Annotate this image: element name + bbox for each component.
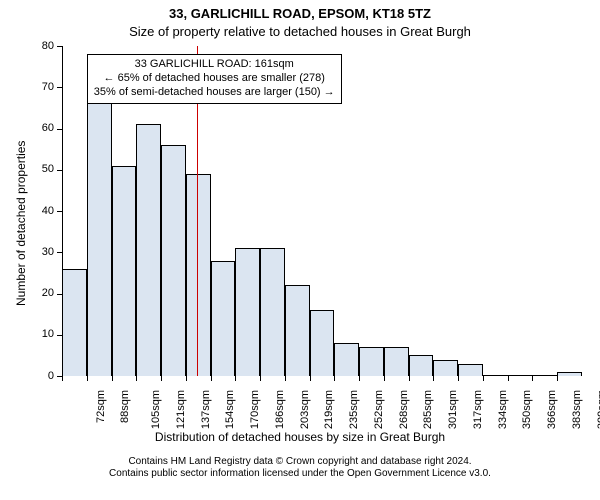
x-tick-label: 72sqm [95, 390, 107, 423]
x-tick [334, 376, 335, 381]
annotation-line-0: 33 GARLICHILL ROAD: 161sqm [94, 58, 335, 72]
histogram-bar [458, 364, 483, 376]
histogram-bar [136, 124, 161, 376]
histogram-bar [409, 355, 434, 376]
x-tick-label: 88sqm [119, 390, 131, 423]
histogram-bar [310, 310, 335, 376]
x-tick [161, 376, 162, 381]
x-tick-label: 186sqm [274, 390, 286, 429]
x-tick [186, 376, 187, 381]
x-tick [532, 376, 533, 381]
histogram-bar [359, 347, 384, 376]
x-tick-label: 137sqm [200, 390, 212, 429]
x-tick [112, 376, 113, 381]
y-tick [57, 294, 62, 295]
x-tick [433, 376, 434, 381]
y-tick-label: 80 [24, 40, 54, 52]
y-tick-label: 0 [24, 370, 54, 382]
histogram-bar [235, 248, 260, 376]
x-tick-label: 317sqm [472, 390, 484, 429]
y-tick-label: 10 [24, 328, 54, 340]
x-tick [62, 376, 63, 381]
x-tick-label: 301sqm [447, 390, 459, 429]
plot-area: 33 GARLICHILL ROAD: 161sqm← 65% of detac… [62, 46, 582, 376]
x-tick [310, 376, 311, 381]
x-tick [409, 376, 410, 381]
histogram-bar [557, 372, 582, 376]
y-tick [57, 129, 62, 130]
histogram-bar [62, 269, 87, 376]
x-tick [235, 376, 236, 381]
histogram-bar [483, 375, 508, 376]
histogram-bar [87, 100, 112, 376]
y-tick [57, 46, 62, 47]
x-tick-label: 399sqm [596, 390, 600, 429]
x-tick [359, 376, 360, 381]
annotation-line-1: ← 65% of detached houses are smaller (27… [94, 72, 335, 86]
footer-line-1: Contains HM Land Registry data © Crown c… [0, 456, 600, 468]
annotation-box: 33 GARLICHILL ROAD: 161sqm← 65% of detac… [87, 54, 342, 103]
x-tick-label: 268sqm [398, 390, 410, 429]
y-tick [57, 252, 62, 253]
x-tick [557, 376, 558, 381]
histogram-bar [433, 360, 458, 377]
histogram-bar [532, 375, 557, 376]
x-tick-label: 203sqm [299, 390, 311, 429]
x-tick-label: 154sqm [224, 390, 236, 429]
histogram-bar [186, 174, 211, 376]
histogram-bar [260, 248, 285, 376]
x-tick-label: 219sqm [323, 390, 335, 429]
chart-title-subtitle: Size of property relative to detached ho… [0, 24, 600, 39]
x-tick [458, 376, 459, 381]
x-tick [483, 376, 484, 381]
x-tick-label: 350sqm [522, 390, 534, 429]
y-tick-label: 50 [24, 163, 54, 175]
x-tick [384, 376, 385, 381]
chart-container: 33, GARLICHILL ROAD, EPSOM, KT18 5TZ Siz… [0, 0, 600, 500]
histogram-bar [112, 166, 137, 376]
x-tick [87, 376, 88, 381]
x-tick-label: 235sqm [348, 390, 360, 429]
histogram-bar [211, 261, 236, 377]
histogram-bar [508, 375, 533, 376]
x-tick-label: 334sqm [497, 390, 509, 429]
y-tick [57, 87, 62, 88]
y-tick [57, 211, 62, 212]
y-tick-label: 70 [24, 81, 54, 93]
chart-title-address: 33, GARLICHILL ROAD, EPSOM, KT18 5TZ [0, 6, 600, 21]
x-tick-label: 105sqm [150, 390, 162, 429]
x-tick [136, 376, 137, 381]
x-tick-label: 285sqm [423, 390, 435, 429]
y-tick-label: 40 [24, 205, 54, 217]
x-tick-label: 383sqm [571, 390, 583, 429]
x-tick [260, 376, 261, 381]
annotation-line-2: 35% of semi-detached houses are larger (… [94, 86, 335, 100]
x-tick [285, 376, 286, 381]
y-tick-label: 60 [24, 122, 54, 134]
y-tick-label: 30 [24, 246, 54, 258]
y-tick [57, 335, 62, 336]
y-tick-label: 20 [24, 287, 54, 299]
x-tick [211, 376, 212, 381]
x-tick [508, 376, 509, 381]
x-axis-label: Distribution of detached houses by size … [0, 430, 600, 444]
x-tick-label: 121sqm [175, 390, 187, 429]
x-tick-label: 366sqm [546, 390, 558, 429]
histogram-bar [334, 343, 359, 376]
x-tick-label: 252sqm [373, 390, 385, 429]
x-tick-label: 170sqm [249, 390, 261, 429]
histogram-bar [285, 285, 310, 376]
footer-text: Contains HM Land Registry data © Crown c… [0, 456, 600, 480]
y-tick [57, 170, 62, 171]
histogram-bar [384, 347, 409, 376]
footer-line-2: Contains public sector information licen… [0, 468, 600, 480]
histogram-bar [161, 145, 186, 376]
